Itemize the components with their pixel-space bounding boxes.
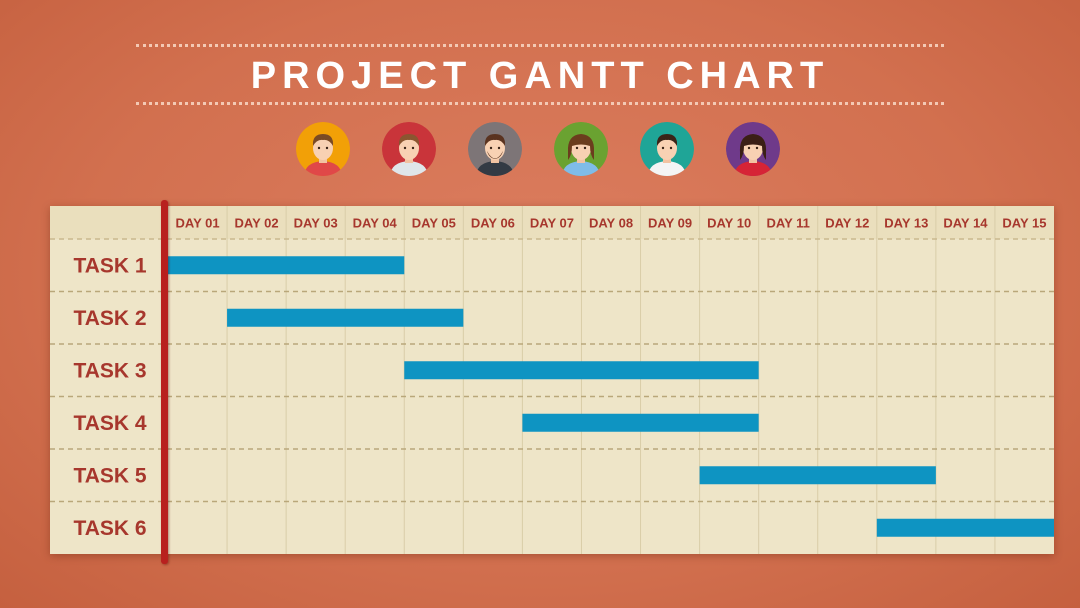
task-bar	[227, 308, 464, 327]
day-label: DAY 02	[235, 216, 279, 231]
task-label: TASK 2	[73, 307, 146, 330]
task-bar	[404, 361, 759, 380]
day-label: DAY 11	[767, 216, 810, 231]
day-label: DAY 05	[412, 216, 456, 231]
task-bar	[699, 466, 936, 485]
day-label: DAY 12	[825, 216, 869, 231]
title-divider-top	[136, 44, 944, 47]
man-avatar-icon	[640, 122, 694, 176]
man-avatar-icon	[382, 122, 436, 176]
day-label: DAY 09	[648, 216, 692, 231]
day-label: DAY 14	[943, 216, 988, 231]
gantt-spine	[161, 200, 168, 564]
title-divider-bottom	[136, 102, 944, 105]
task-label: TASK 6	[73, 517, 146, 540]
task-label: TASK 4	[73, 412, 146, 435]
day-label: DAY 07	[530, 216, 574, 231]
day-label: DAY 01	[175, 216, 219, 231]
gantt-chart: DAY 01 DAY 02 DAY 03 DAY 04 DAY 05 DAY 06 DAY …	[50, 206, 1054, 554]
task-bar	[522, 413, 759, 432]
task-label: TASK 3	[73, 359, 146, 382]
day-label: DAY 08	[589, 216, 633, 231]
day-label: DAY 03	[294, 216, 338, 231]
task-bar	[168, 256, 405, 275]
young-man-avatar-icon	[296, 122, 350, 176]
woman-avatar-icon	[554, 122, 608, 176]
task-label: TASK 5	[73, 464, 146, 487]
day-label: DAY 06	[471, 216, 515, 231]
gantt-board: DAY 01 DAY 02 DAY 03 DAY 04 DAY 05 DAY 06 DAY …	[50, 206, 1054, 554]
woman-avatar-icon	[726, 122, 780, 176]
task-bar	[876, 518, 1054, 537]
day-label: DAY 10	[707, 216, 751, 231]
bearded-man-avatar-icon	[468, 122, 522, 176]
day-label: DAY 15	[1002, 216, 1046, 231]
day-label: DAY 13	[884, 216, 928, 231]
team-avatars	[296, 122, 784, 178]
header-band	[50, 206, 1054, 239]
task-label: TASK 1	[73, 254, 146, 277]
page-title: PROJECT GANTT CHART	[250, 55, 830, 97]
day-label: DAY 04	[353, 216, 398, 231]
